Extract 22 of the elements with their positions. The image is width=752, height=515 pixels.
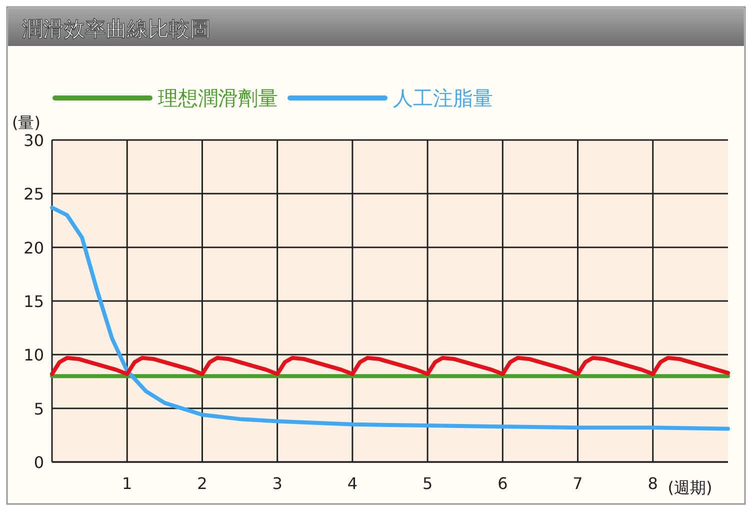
y-tick-label: 15 [24,292,44,311]
y-tick-label: 20 [24,238,44,258]
x-tick-label: 2 [197,474,208,493]
y-tick-label: 10 [24,346,44,365]
legend-label: 理想潤滑劑量 [158,86,278,110]
y-axis-title: (量) [12,113,40,132]
x-tick-label: 4 [347,474,358,493]
y-tick-label: 5 [34,399,44,418]
chart-title: 潤滑效率曲線比較圖 [22,17,211,41]
y-tick-label: 30 [24,131,44,150]
x-tick-label: 3 [272,474,282,493]
x-tick-label: 1 [122,474,132,493]
x-axis-title: (週期) [668,478,712,497]
x-tick-label: 5 [422,474,433,493]
line-series [50,356,730,376]
line-series [50,206,730,431]
x-tick-label: 6 [498,474,508,493]
y-tick-label: 25 [24,184,44,204]
y-tick-label: 0 [34,453,44,472]
legend-label: 人工注脂量 [393,86,493,110]
x-tick-label: 8 [648,474,658,493]
x-tick-label: 7 [572,474,583,493]
